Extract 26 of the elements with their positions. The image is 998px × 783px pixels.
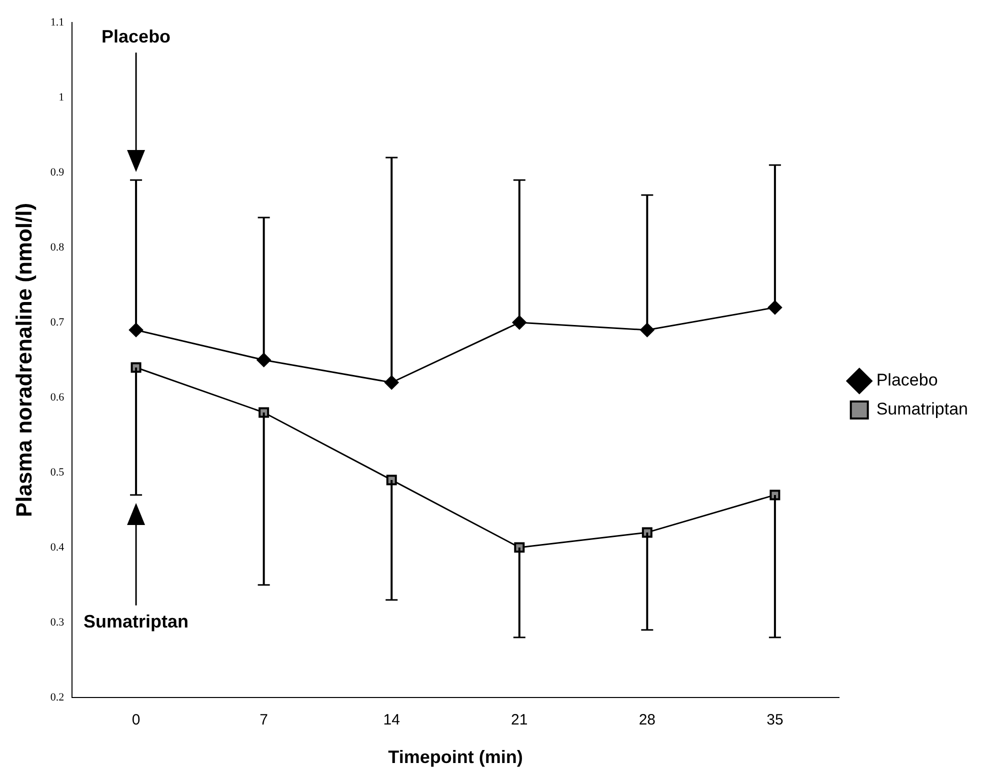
y-tick-label: 0.5	[50, 466, 65, 478]
x-tick-label: 0	[132, 712, 140, 729]
y-tick-label: 1	[58, 91, 64, 104]
point	[256, 353, 271, 367]
x-tick-label: 35	[766, 712, 784, 729]
point	[384, 375, 399, 390]
x-tick-label: 7	[260, 712, 268, 729]
y-tick-label: 0.7	[50, 316, 65, 328]
annotation: Placebo	[102, 26, 171, 47]
x-axis-title: Timepoint (min)	[388, 747, 523, 768]
x-tick-label: 14	[383, 712, 400, 729]
point	[512, 316, 526, 330]
y-tick-label: 1.1	[50, 16, 64, 28]
point	[640, 323, 654, 338]
legend-label: Placebo	[876, 370, 938, 390]
x-tick-label: 28	[638, 712, 656, 729]
y-tick-label: 0.8	[50, 241, 65, 254]
y-tick-label: 0.2	[50, 691, 64, 704]
y-tick-label: 0.9	[50, 166, 65, 178]
legend-label: Sumatriptan	[876, 400, 968, 419]
annotation: Sumatriptan	[84, 611, 189, 632]
y-tick-label: 0.4	[50, 541, 65, 554]
y-tick-label: 0.3	[50, 616, 65, 628]
y-tick-label: 0.6	[50, 391, 65, 404]
y-axis-title: Plasma noradrenaline (nmol/l)	[11, 202, 36, 518]
x-tick-label: 21	[511, 712, 528, 729]
